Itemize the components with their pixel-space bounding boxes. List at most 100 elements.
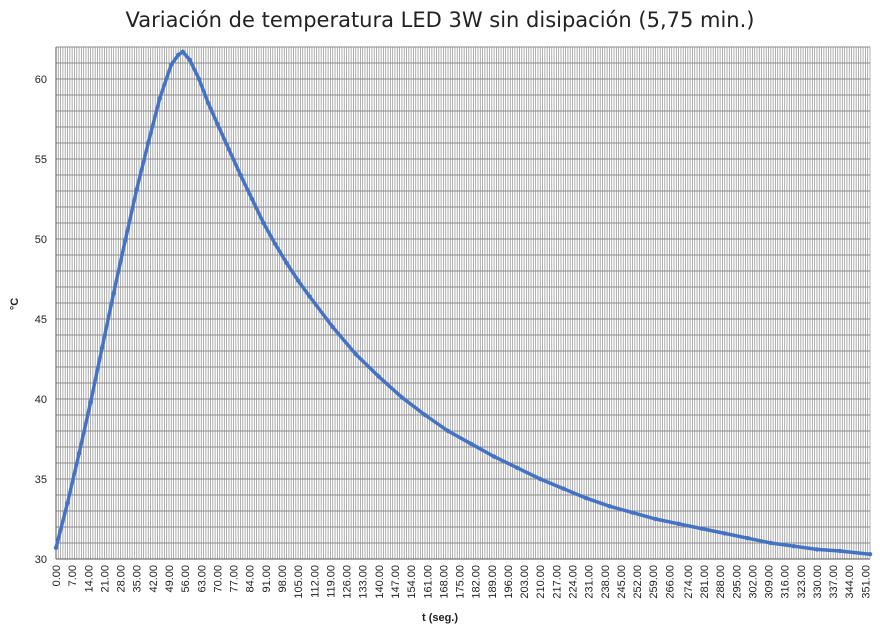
y-tick-label: 40 <box>35 394 47 406</box>
data-point <box>111 291 116 296</box>
x-tick-labels: 0.00 7.00 14.00 21.00 28.00 35.00 42.00 49.00 56… <box>51 565 872 599</box>
x-tick-label: 238.00 <box>600 565 612 599</box>
x-tick-label: 168.00 <box>438 565 450 599</box>
x-tick-label: 63.00 <box>196 565 208 593</box>
x-tick-label: 7.00 <box>67 565 79 586</box>
x-tick-label: 302.00 <box>747 565 759 599</box>
data-point <box>376 374 381 379</box>
data-point <box>353 352 358 357</box>
x-tick-label: 154.00 <box>406 565 418 599</box>
data-point <box>422 412 428 418</box>
x-tick-label: 175.00 <box>455 565 467 599</box>
x-tick-label: 147.00 <box>390 565 402 599</box>
x-tick-label: 91.00 <box>261 565 273 593</box>
data-point <box>134 187 139 192</box>
x-tick-label: 105.00 <box>293 565 305 599</box>
data-point <box>123 238 128 243</box>
x-tick-label: 217.00 <box>551 565 563 599</box>
x-tick-label: 14.00 <box>83 565 95 593</box>
x-tick-label: 119.00 <box>325 565 337 598</box>
data-point <box>215 121 220 127</box>
data-point <box>653 516 658 522</box>
x-tick-label: 266.00 <box>664 565 676 599</box>
data-point <box>284 260 289 266</box>
data-point <box>88 400 93 405</box>
x-tick-label: 182.00 <box>471 565 483 599</box>
x-tick-label: 112.00 <box>309 565 321 598</box>
x-tick-label: 196.00 <box>503 565 515 599</box>
horizontal-gridlines <box>56 46 870 560</box>
data-point <box>146 140 151 146</box>
data-point <box>157 96 162 101</box>
data-point <box>676 521 681 526</box>
data-point <box>791 544 797 549</box>
y-tick-label: 55 <box>35 154 47 166</box>
data-point <box>814 547 820 552</box>
y-tick-label: 50 <box>35 234 47 246</box>
data-point <box>837 548 843 554</box>
x-tick-label: 203.00 <box>519 565 531 599</box>
data-point <box>745 536 750 541</box>
data-point <box>561 486 566 491</box>
data-point <box>515 465 520 470</box>
x-tick-label: 126.00 <box>342 565 354 599</box>
data-point <box>538 476 543 482</box>
x-tick-label: 330.00 <box>812 565 824 599</box>
y-tick-label: 60 <box>35 74 47 86</box>
data-point <box>261 220 266 226</box>
x-tick-label: 309.00 <box>764 565 776 599</box>
data-point <box>330 324 335 330</box>
chart-title: Variación de temperatura LED 3W sin disi… <box>125 8 755 32</box>
data-point <box>249 196 255 202</box>
x-tick-label: 323.00 <box>796 565 808 599</box>
x-tick-label: 210.00 <box>535 565 547 599</box>
data-point <box>169 62 174 67</box>
data-point <box>307 294 312 299</box>
data-point <box>630 510 635 515</box>
data-point <box>491 454 497 459</box>
x-tick-label: 189.00 <box>487 565 499 599</box>
x-tick-label: 259.00 <box>648 565 660 599</box>
x-tick-label: 274.00 <box>683 565 695 599</box>
y-tick-label: 35 <box>35 474 47 486</box>
data-point <box>180 49 185 54</box>
data-point <box>867 552 873 557</box>
data-point <box>65 500 70 506</box>
x-tick-label: 56.00 <box>180 565 192 593</box>
x-tick-label: 42.00 <box>148 565 160 593</box>
data-point <box>607 504 612 509</box>
data-point <box>196 76 202 82</box>
data-point <box>187 57 192 62</box>
y-tick-label: 45 <box>35 314 47 326</box>
x-tick-label: 161.00 <box>422 565 434 599</box>
x-axis-label: t (seg.) <box>421 612 459 624</box>
data-point <box>53 545 59 550</box>
data-point <box>295 278 301 283</box>
data-point <box>445 428 451 434</box>
data-point <box>238 172 243 178</box>
x-tick-label: 281.00 <box>699 565 711 599</box>
x-tick-label: 252.00 <box>632 565 644 599</box>
x-tick-label: 0.00 <box>51 565 63 586</box>
y-tick-labels: 30 35 40 45 50 55 60 <box>35 74 47 566</box>
x-tick-label: 21.00 <box>99 565 111 593</box>
x-tick-label: 351.00 <box>860 565 872 599</box>
x-tick-label: 344.00 <box>844 565 856 599</box>
x-tick-label: 133.00 <box>358 565 370 599</box>
x-tick-label: 84.00 <box>245 565 257 593</box>
y-tick-label: 30 <box>35 554 47 566</box>
series <box>53 49 873 557</box>
data-point <box>722 531 727 536</box>
data-point <box>699 526 704 531</box>
y-axis-label: °C <box>9 297 22 311</box>
x-tick-label: 77.00 <box>229 565 241 593</box>
data-point <box>226 147 232 152</box>
data-point <box>99 345 105 350</box>
x-tick-label: 288.00 <box>715 565 727 599</box>
x-tick-label: 316.00 <box>780 565 792 599</box>
x-tick-label: 70.00 <box>212 565 224 593</box>
x-tick-label: 35.00 <box>132 565 144 593</box>
x-tick-label: 224.00 <box>568 565 580 599</box>
x-tick-label: 337.00 <box>828 565 840 599</box>
